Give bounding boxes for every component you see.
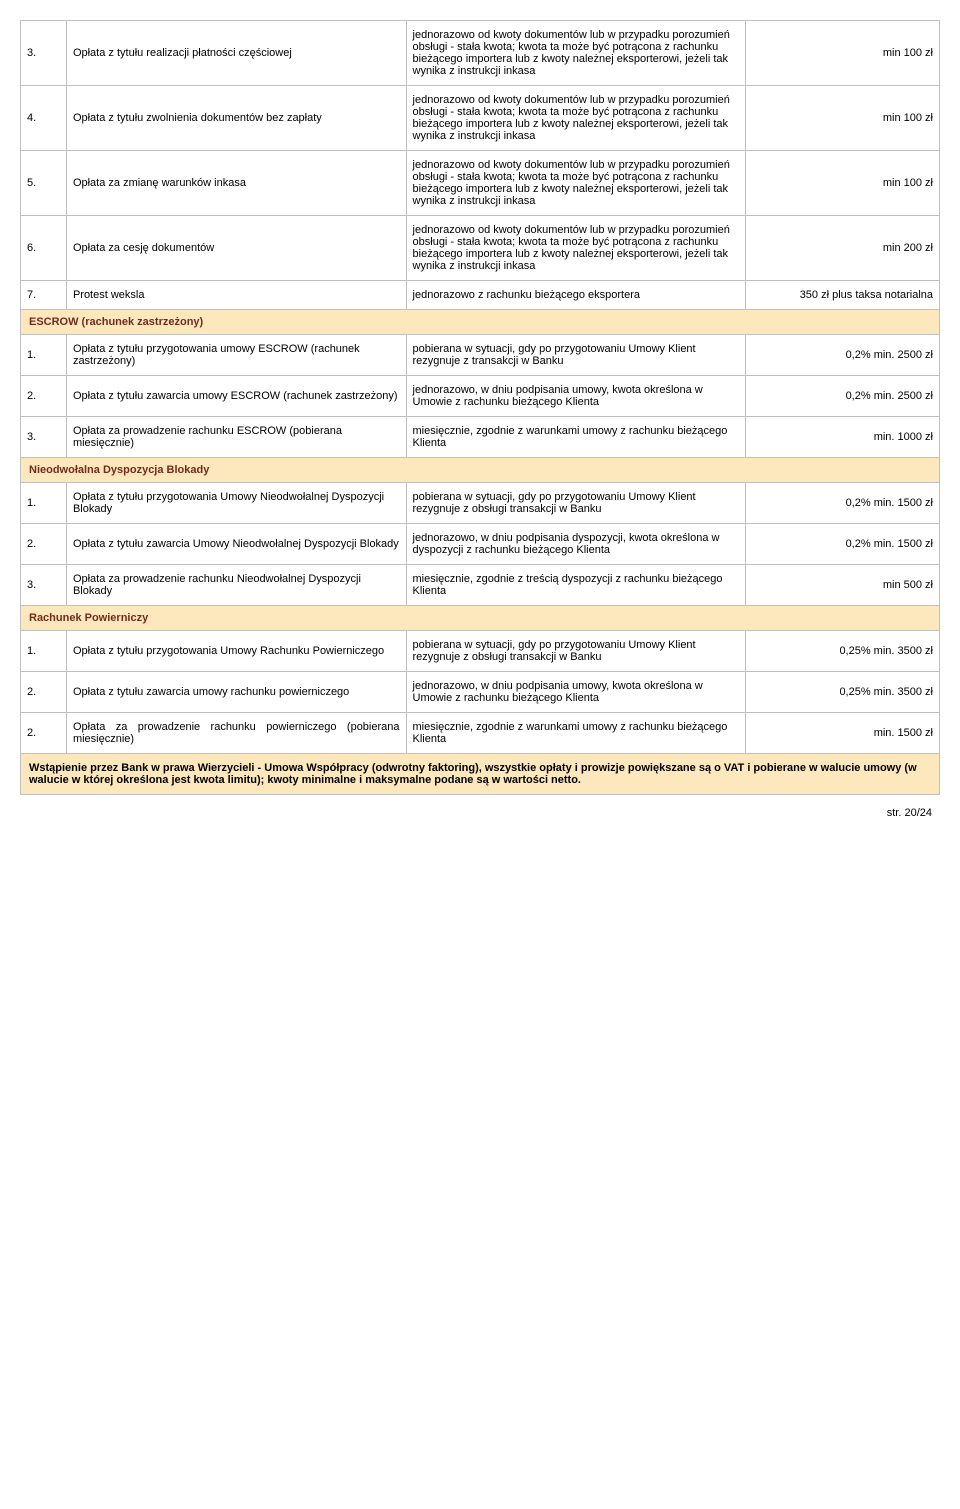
row-name: Opłata z tytułu realizacji płatności czę… bbox=[66, 21, 406, 86]
row-desc: miesięcznie, zgodnie z warunkami umowy z… bbox=[406, 713, 746, 754]
row-desc: miesięcznie, zgodnie z treścią dyspozycj… bbox=[406, 565, 746, 606]
page-footer: str. 20/24 bbox=[20, 807, 940, 819]
table-row: 6.Opłata za cesję dokumentówjednorazowo … bbox=[21, 216, 940, 281]
table-row: 1.Opłata z tytułu przygotowania Umowy Ni… bbox=[21, 483, 940, 524]
row-fee: min 200 zł bbox=[746, 216, 940, 281]
row-fee: 0,25% min. 3500 zł bbox=[746, 672, 940, 713]
footnote-text: Wstąpienie przez Bank w prawa Wierzyciel… bbox=[21, 754, 940, 795]
table-row: 5.Opłata za zmianę warunków inkasajednor… bbox=[21, 151, 940, 216]
row-fee: min 100 zł bbox=[746, 86, 940, 151]
row-number: 6. bbox=[21, 216, 67, 281]
row-desc: pobierana w sytuacji, gdy po przygotowan… bbox=[406, 335, 746, 376]
row-desc: miesięcznie, zgodnie z warunkami umowy z… bbox=[406, 417, 746, 458]
row-fee: 0,2% min. 1500 zł bbox=[746, 524, 940, 565]
row-fee: 0,2% min. 2500 zł bbox=[746, 335, 940, 376]
row-number: 1. bbox=[21, 483, 67, 524]
row-number: 2. bbox=[21, 376, 67, 417]
table-row: 2.Opłata z tytułu zawarcia umowy ESCROW … bbox=[21, 376, 940, 417]
row-number: 2. bbox=[21, 524, 67, 565]
row-name: Opłata za cesję dokumentów bbox=[66, 216, 406, 281]
row-number: 1. bbox=[21, 631, 67, 672]
row-fee: min 100 zł bbox=[746, 21, 940, 86]
row-fee: min. 1000 zł bbox=[746, 417, 940, 458]
row-number: 7. bbox=[21, 281, 67, 310]
row-name: Protest weksla bbox=[66, 281, 406, 310]
row-desc: jednorazowo, w dniu podpisania umowy, kw… bbox=[406, 376, 746, 417]
row-fee: 0,2% min. 1500 zł bbox=[746, 483, 940, 524]
section-title: Rachunek Powierniczy bbox=[21, 606, 940, 631]
table-row: 1.Opłata z tytułu przygotowania umowy ES… bbox=[21, 335, 940, 376]
row-number: 2. bbox=[21, 672, 67, 713]
row-name: Opłata z tytułu przygotowania umowy ESCR… bbox=[66, 335, 406, 376]
table-row: 2.Opłata za prowadzenie rachunku powiern… bbox=[21, 713, 940, 754]
row-desc: jednorazowo od kwoty dokumentów lub w pr… bbox=[406, 216, 746, 281]
row-name: Opłata z tytułu zawarcia umowy rachunku … bbox=[66, 672, 406, 713]
row-name: Opłata za zmianę warunków inkasa bbox=[66, 151, 406, 216]
row-fee: 0,2% min. 2500 zł bbox=[746, 376, 940, 417]
footnote-row: Wstąpienie przez Bank w prawa Wierzyciel… bbox=[21, 754, 940, 795]
row-fee: min 100 zł bbox=[746, 151, 940, 216]
fee-table: 3.Opłata z tytułu realizacji płatności c… bbox=[20, 20, 940, 795]
row-desc: jednorazowo od kwoty dokumentów lub w pr… bbox=[406, 21, 746, 86]
table-row: 2.Opłata z tytułu zawarcia umowy rachunk… bbox=[21, 672, 940, 713]
table-row: 1.Opłata z tytułu przygotowania Umowy Ra… bbox=[21, 631, 940, 672]
row-name: Opłata za prowadzenie rachunku powiernic… bbox=[66, 713, 406, 754]
table-row: 7.Protest wekslajednorazowo z rachunku b… bbox=[21, 281, 940, 310]
section-header: ESCROW (rachunek zastrzeżony) bbox=[21, 310, 940, 335]
row-number: 3. bbox=[21, 565, 67, 606]
row-number: 4. bbox=[21, 86, 67, 151]
table-row: 3.Opłata z tytułu realizacji płatności c… bbox=[21, 21, 940, 86]
row-desc: jednorazowo z rachunku bieżącego eksport… bbox=[406, 281, 746, 310]
row-number: 2. bbox=[21, 713, 67, 754]
row-name: Opłata za prowadzenie rachunku Nieodwoła… bbox=[66, 565, 406, 606]
row-desc: pobierana w sytuacji, gdy po przygotowan… bbox=[406, 483, 746, 524]
table-row: 3.Opłata za prowadzenie rachunku ESCROW … bbox=[21, 417, 940, 458]
row-number: 3. bbox=[21, 21, 67, 86]
row-name: Opłata z tytułu zwolnienia dokumentów be… bbox=[66, 86, 406, 151]
row-name: Opłata za prowadzenie rachunku ESCROW (p… bbox=[66, 417, 406, 458]
table-row: 2.Opłata z tytułu zawarcia Umowy Nieodwo… bbox=[21, 524, 940, 565]
row-number: 1. bbox=[21, 335, 67, 376]
row-name: Opłata z tytułu zawarcia umowy ESCROW (r… bbox=[66, 376, 406, 417]
row-fee: 350 zł plus taksa notarialna bbox=[746, 281, 940, 310]
table-row: 3.Opłata za prowadzenie rachunku Nieodwo… bbox=[21, 565, 940, 606]
section-header: Rachunek Powierniczy bbox=[21, 606, 940, 631]
row-name: Opłata z tytułu przygotowania Umowy Nieo… bbox=[66, 483, 406, 524]
row-desc: jednorazowo, w dniu podpisania umowy, kw… bbox=[406, 672, 746, 713]
section-header: Nieodwołalna Dyspozycja Blokady bbox=[21, 458, 940, 483]
row-desc: jednorazowo, w dniu podpisania dyspozycj… bbox=[406, 524, 746, 565]
row-fee: 0,25% min. 3500 zł bbox=[746, 631, 940, 672]
row-desc: jednorazowo od kwoty dokumentów lub w pr… bbox=[406, 151, 746, 216]
section-title: ESCROW (rachunek zastrzeżony) bbox=[21, 310, 940, 335]
row-fee: min. 1500 zł bbox=[746, 713, 940, 754]
table-row: 4.Opłata z tytułu zwolnienia dokumentów … bbox=[21, 86, 940, 151]
row-fee: min 500 zł bbox=[746, 565, 940, 606]
section-title: Nieodwołalna Dyspozycja Blokady bbox=[21, 458, 940, 483]
row-number: 3. bbox=[21, 417, 67, 458]
row-desc: pobierana w sytuacji, gdy po przygotowan… bbox=[406, 631, 746, 672]
row-number: 5. bbox=[21, 151, 67, 216]
row-desc: jednorazowo od kwoty dokumentów lub w pr… bbox=[406, 86, 746, 151]
row-name: Opłata z tytułu zawarcia Umowy Nieodwoła… bbox=[66, 524, 406, 565]
row-name: Opłata z tytułu przygotowania Umowy Rach… bbox=[66, 631, 406, 672]
